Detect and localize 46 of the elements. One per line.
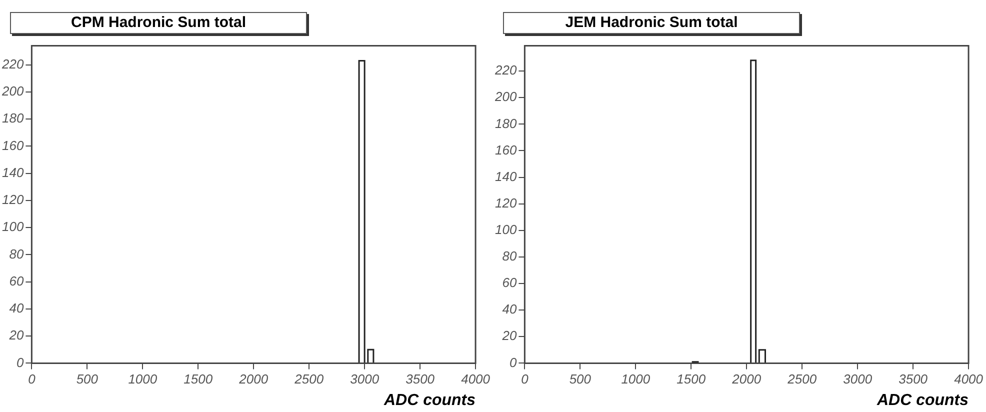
y-tick-label: 180 <box>2 110 24 126</box>
y-tick-label: 220 <box>494 62 518 78</box>
y-tick-label: 60 <box>502 275 518 290</box>
x-tick-label: 3500 <box>898 372 928 387</box>
y-tick-label: 140 <box>494 168 518 184</box>
y-tick-label: 60 <box>9 273 24 288</box>
y-tick-label: 40 <box>9 300 24 316</box>
y-tick-label: 80 <box>502 248 518 264</box>
y-tick-label: 20 <box>501 328 518 344</box>
y-tick-label: 80 <box>9 246 24 262</box>
x-tick-label: 4000 <box>954 372 984 387</box>
y-tick-label: 200 <box>0 84 24 99</box>
y-tick-label: 40 <box>502 302 518 317</box>
y-tick-label: 200 <box>494 89 518 104</box>
x-tick-label: 1000 <box>128 372 158 387</box>
y-tick-label: 160 <box>494 142 518 158</box>
x-tick-label: 500 <box>569 372 592 387</box>
y-tick-label: 140 <box>2 164 24 180</box>
y-tick-label: 180 <box>494 116 518 131</box>
x-tick-label: 0 <box>521 372 530 387</box>
x-axis-title: ADC counts <box>876 392 969 409</box>
x-tick-label: 2000 <box>731 372 762 387</box>
chart-title: CPM Hadronic Sum total <box>10 12 307 34</box>
y-tick-label: 20 <box>8 328 24 343</box>
x-tick-label: 3000 <box>843 372 873 387</box>
y-tick-label: 100 <box>494 222 518 238</box>
x-tick-label: 3000 <box>350 372 380 387</box>
chart-title: JEM Hadronic Sum total <box>503 12 800 34</box>
x-tick-label: 500 <box>76 372 99 387</box>
y-tick-label: 0 <box>16 354 24 370</box>
x-tick-label: 1500 <box>676 372 706 387</box>
y-tick-label: 120 <box>2 192 24 208</box>
y-tick-label: 220 <box>0 56 24 72</box>
y-tick-label: 160 <box>2 138 24 153</box>
x-tick-label: 2500 <box>786 372 818 387</box>
x-axis-title: ADC counts <box>382 392 476 409</box>
x-tick-label: 2500 <box>294 372 324 387</box>
x-tick-label: 1000 <box>621 372 651 387</box>
x-tick-label: 4000 <box>461 372 491 387</box>
y-tick-label: 100 <box>2 219 24 234</box>
x-tick-label: 3500 <box>406 372 436 387</box>
x-tick-label: 1500 <box>184 372 214 387</box>
y-tick-label: 120 <box>494 195 518 210</box>
y-tick-label: 0 <box>509 354 518 370</box>
x-tick-label: 2000 <box>238 372 269 387</box>
x-tick-label: 0 <box>28 372 36 387</box>
